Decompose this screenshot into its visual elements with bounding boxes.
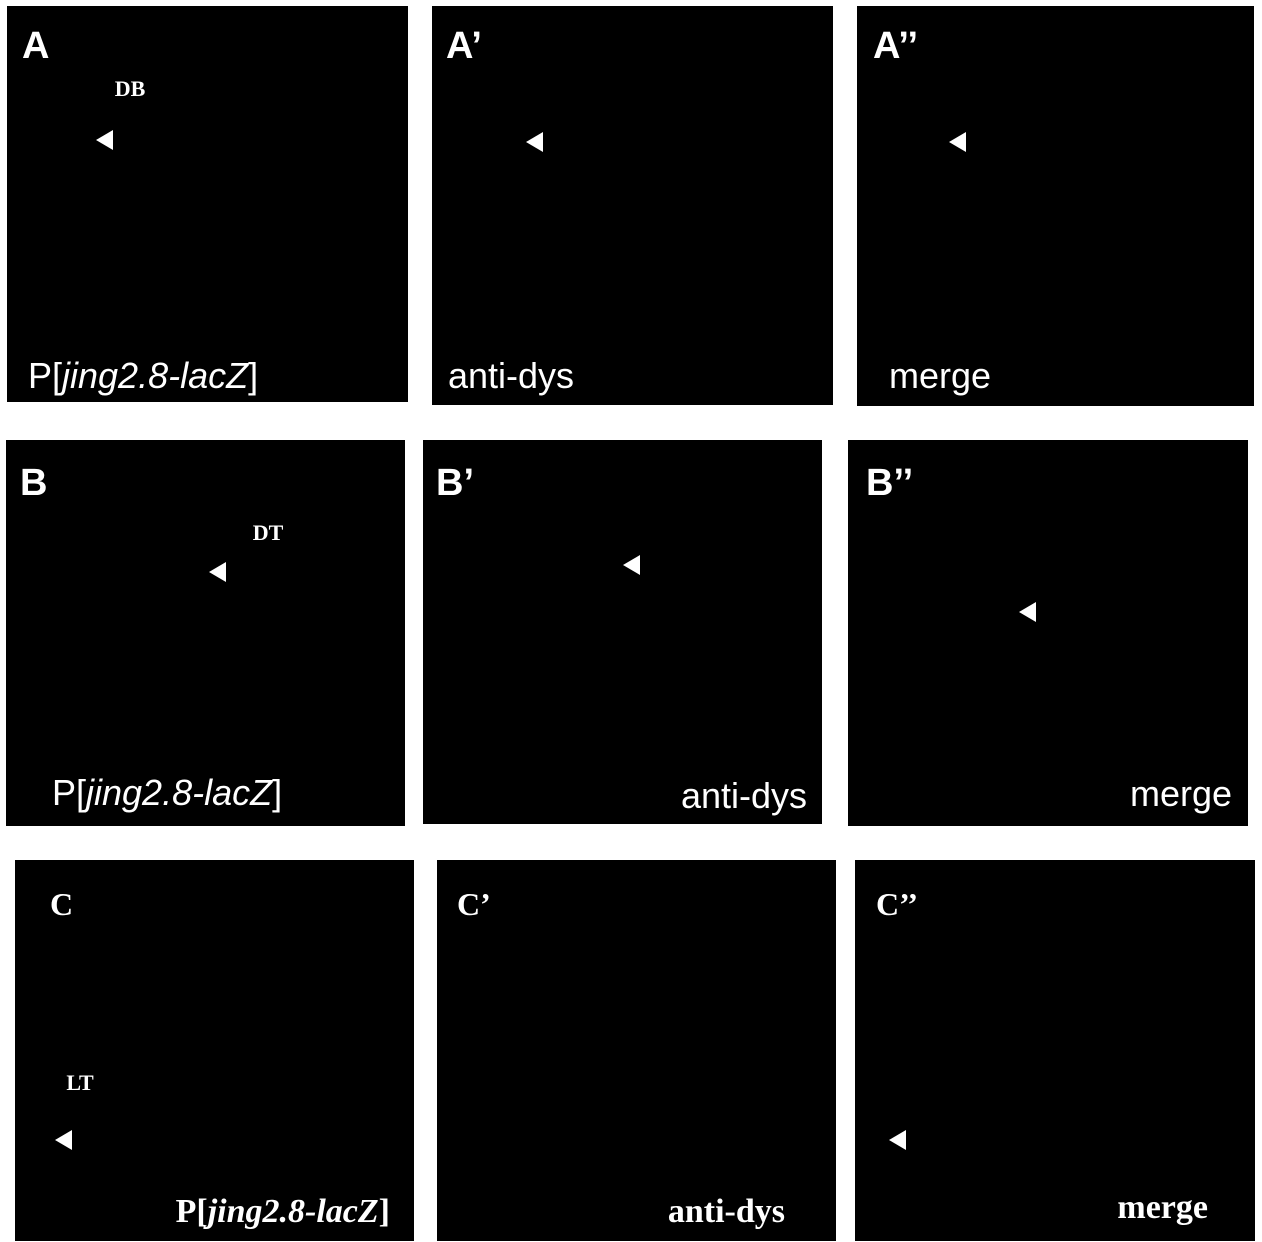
panel-caption: merge <box>889 355 991 396</box>
caption-part: ] <box>379 1193 390 1230</box>
caption-part: anti-dys <box>448 355 574 396</box>
panel-caption: anti-dys <box>668 1193 785 1230</box>
panel-caption: anti-dys <box>681 775 807 816</box>
panel-letter: B’’ <box>866 462 913 504</box>
panel-letter: A’’ <box>873 25 918 67</box>
panel-letter: A’ <box>446 25 482 67</box>
caption-part: merge <box>1117 1189 1208 1226</box>
panel: A’’ merge <box>857 6 1254 406</box>
panel-caption: P[jing2.8-lacZ] <box>28 355 258 396</box>
micrograph <box>423 440 822 824</box>
panel-letter: B’ <box>436 462 474 504</box>
figure: AP[jing2.8-lacZ]DBA’anti-dysA’’mergeBP[j… <box>0 0 1262 1242</box>
caption-part: P[ <box>28 355 62 396</box>
panel-caption: P[jing2.8-lacZ] <box>52 772 282 813</box>
panel-letter: C <box>50 886 73 922</box>
panel: C’’ merge <box>855 860 1255 1241</box>
micrograph <box>437 860 836 1241</box>
panel-caption: anti-dys <box>448 355 574 396</box>
micrograph <box>7 6 408 402</box>
panel: B P[jing2.8-lacZ] DT <box>6 440 405 826</box>
panel: C P[jing2.8-lacZ] LT <box>15 860 414 1241</box>
caption-part: jing2.8-lacZ <box>203 1193 379 1230</box>
structure-label: LT <box>66 1070 94 1095</box>
panel-letter: B <box>20 462 47 504</box>
micrograph <box>432 6 833 405</box>
caption-part: P[ <box>52 772 86 813</box>
caption-part: ] <box>272 772 282 813</box>
caption-part: jing2.8-lacZ <box>57 355 249 396</box>
panel: A P[jing2.8-lacZ] DB <box>7 6 408 402</box>
caption-part: jing2.8-lacZ <box>81 772 273 813</box>
micrograph <box>15 860 414 1241</box>
caption-part: P[ <box>176 1193 208 1230</box>
caption-part: anti-dys <box>668 1193 785 1230</box>
caption-part: ] <box>248 355 258 396</box>
panel-caption: merge <box>1117 1189 1208 1226</box>
caption-part: merge <box>1130 773 1232 814</box>
panel-letter: C’’ <box>876 886 918 922</box>
caption-part: merge <box>889 355 991 396</box>
panel: B’’ merge <box>848 440 1248 826</box>
panel: C’ anti-dys <box>437 860 836 1241</box>
panel-letter: A <box>22 25 49 67</box>
panel: B’ anti-dys <box>423 440 822 824</box>
panel-caption: P[jing2.8-lacZ] <box>176 1193 390 1230</box>
panel: A’ anti-dys <box>432 6 833 405</box>
panel-letter: C’ <box>457 886 491 922</box>
caption-part: anti-dys <box>681 775 807 816</box>
structure-label: DT <box>253 520 284 545</box>
structure-label: DB <box>115 76 146 101</box>
panel-caption: merge <box>1130 773 1232 814</box>
micrograph <box>6 440 405 826</box>
